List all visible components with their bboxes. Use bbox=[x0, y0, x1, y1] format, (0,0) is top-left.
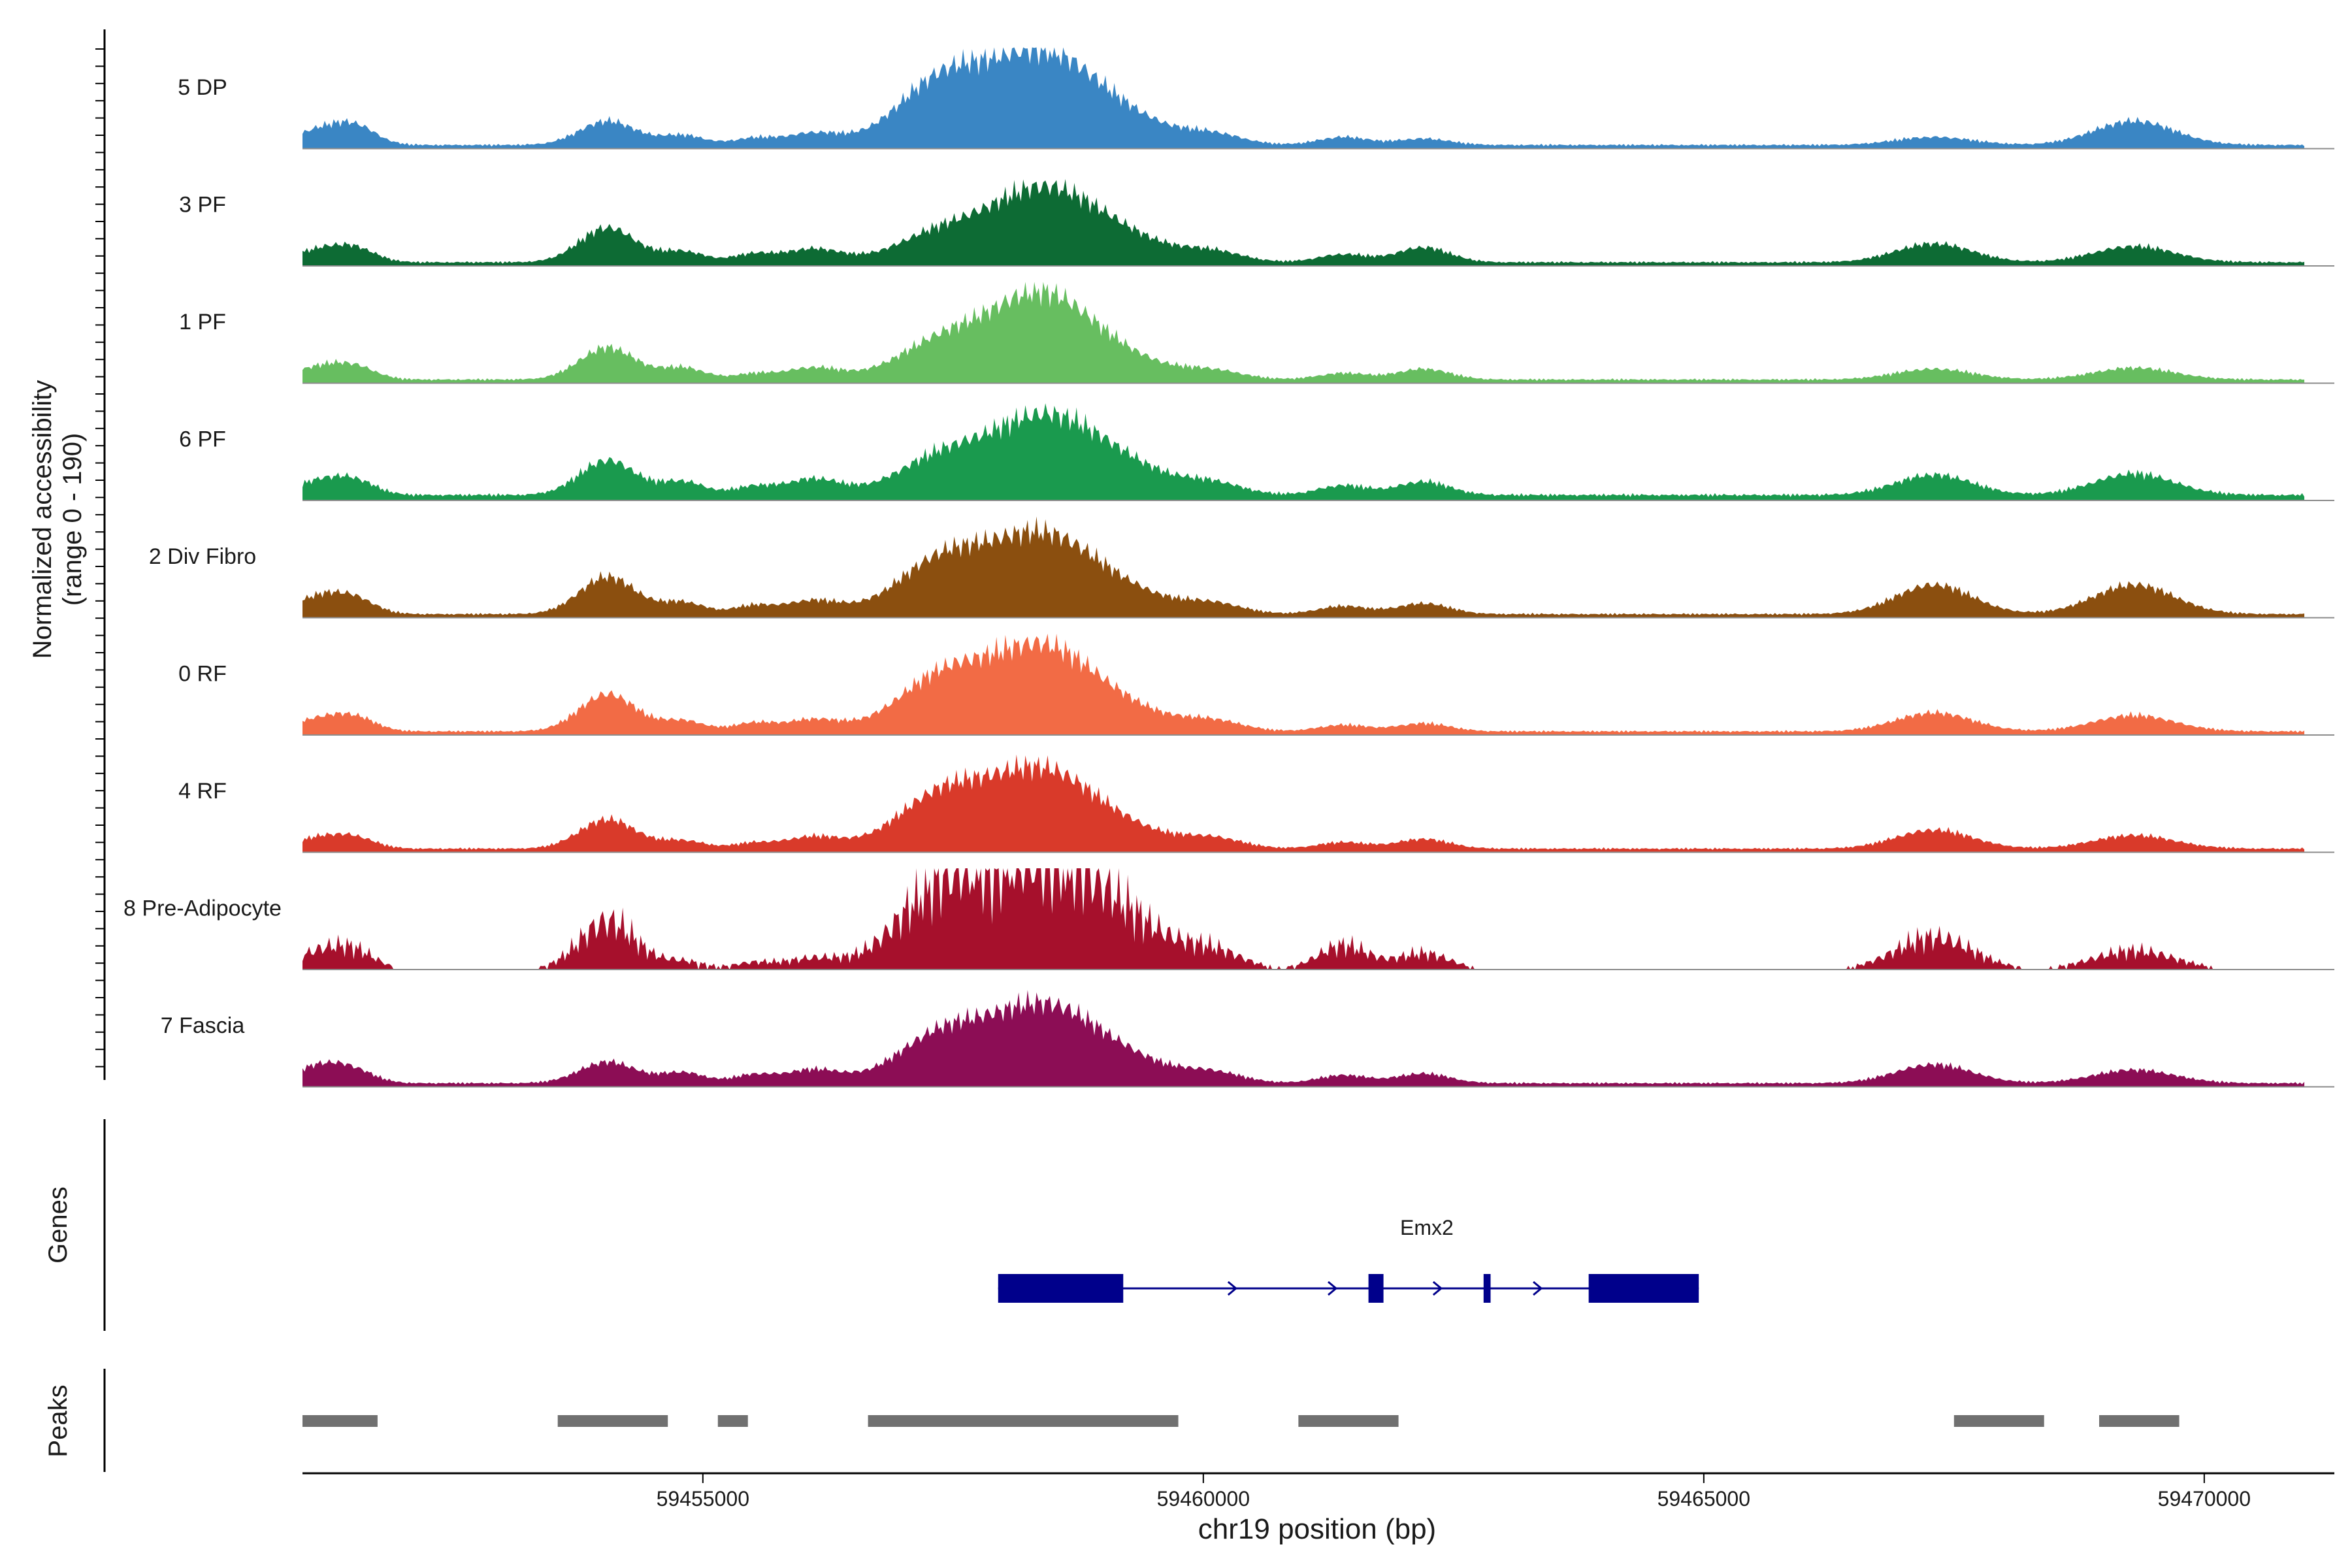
peaks-panel-label: Peaks bbox=[44, 1384, 73, 1457]
track-label: 0 RF bbox=[178, 662, 227, 687]
peak-region bbox=[557, 1415, 668, 1427]
strand-arrow-icon bbox=[1328, 1281, 1338, 1296]
coverage-tracks: 5 DP 3 PF 1 PF 6 PF 2 Div Fibro 0 RF 4 RF 8 Pre… bbox=[123, 47, 2334, 1088]
track-label: 5 DP bbox=[178, 75, 227, 100]
gene-model: Emx2 bbox=[998, 1216, 1699, 1303]
coverage-area bbox=[302, 516, 2305, 618]
genes-panel: Genes Emx2 bbox=[44, 1119, 1699, 1331]
x-axis: 59455000 59460000 59465000 59470000 chr19 p… bbox=[302, 1472, 2334, 1545]
coverage-track: 8 Pre-Adipocyte bbox=[123, 868, 2334, 970]
x-axis-ticks: 59455000 59460000 59465000 59470000 bbox=[657, 1473, 2251, 1511]
gene-label: Emx2 bbox=[1400, 1216, 1454, 1239]
x-tick-label: 59470000 bbox=[2158, 1487, 2251, 1511]
coverage-area bbox=[302, 403, 2305, 500]
x-axis-label: chr19 position (bp) bbox=[1198, 1513, 1436, 1545]
peak-region bbox=[1298, 1415, 1399, 1427]
coverage-area bbox=[302, 179, 2305, 266]
coverage-area bbox=[302, 868, 2305, 970]
peak-region bbox=[717, 1415, 748, 1427]
track-label: 8 Pre-Adipocyte bbox=[123, 896, 282, 921]
peak-region bbox=[1953, 1415, 2044, 1427]
track-label: 6 PF bbox=[179, 427, 226, 452]
coverage-y-axis-label: Normalized accessibility bbox=[28, 380, 57, 659]
gene-models: Emx2 bbox=[998, 1216, 1699, 1303]
track-label: 4 RF bbox=[178, 779, 227, 804]
coverage-panel: Normalized accessibility (range 0 - 190)… bbox=[28, 29, 2334, 1088]
coverage-track: 3 PF bbox=[179, 179, 2334, 267]
x-tick-label: 59455000 bbox=[657, 1487, 749, 1511]
coverage-track: 2 Div Fibro bbox=[149, 516, 2334, 619]
coverage-track: 5 DP bbox=[178, 47, 2334, 150]
gene-exon bbox=[998, 1274, 1124, 1303]
coverage-area bbox=[302, 634, 2305, 735]
coverage-area bbox=[302, 47, 2305, 149]
gene-exon bbox=[1368, 1274, 1384, 1303]
x-tick-label: 59460000 bbox=[1157, 1487, 1250, 1511]
strand-arrow-icon bbox=[1432, 1281, 1443, 1296]
coverage-track: 0 RF bbox=[178, 634, 2334, 736]
peaks-panel: Peaks bbox=[44, 1369, 2180, 1472]
peak-regions bbox=[302, 1415, 2180, 1427]
coverage-track: 6 PF bbox=[179, 403, 2334, 501]
track-label: 1 PF bbox=[179, 310, 226, 335]
coverage-y-axis-range: (range 0 - 190) bbox=[58, 433, 87, 606]
strand-arrow-icon bbox=[1227, 1281, 1238, 1296]
track-label: 3 PF bbox=[179, 193, 226, 218]
coverage-track: 1 PF bbox=[179, 282, 2334, 384]
coverage-track: 7 Fascia bbox=[161, 990, 2334, 1088]
coverage-y-axis-ticks bbox=[95, 48, 105, 1068]
genes-panel-label: Genes bbox=[44, 1186, 73, 1264]
gene-exon bbox=[1483, 1274, 1491, 1303]
coverage-track: 4 RF bbox=[178, 754, 2334, 853]
coverage-area bbox=[302, 282, 2305, 384]
track-label: 2 Div Fibro bbox=[149, 544, 256, 569]
track-label: 7 Fascia bbox=[161, 1013, 245, 1038]
peak-region bbox=[868, 1415, 1179, 1427]
coverage-area bbox=[302, 990, 2305, 1087]
strand-arrow-icon bbox=[1533, 1281, 1543, 1296]
peak-region bbox=[302, 1415, 378, 1427]
peak-region bbox=[2099, 1415, 2180, 1427]
x-tick-label: 59465000 bbox=[1658, 1487, 1750, 1511]
coverage-area bbox=[302, 754, 2305, 853]
gene-exon bbox=[1588, 1274, 1699, 1303]
